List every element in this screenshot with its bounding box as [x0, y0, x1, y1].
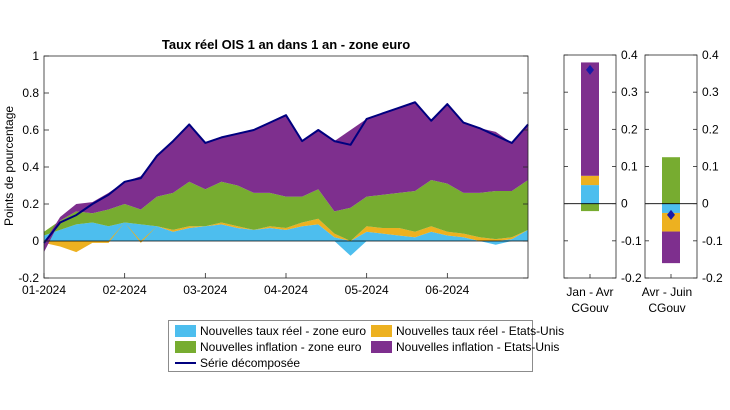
x-tick-label: 01-2024: [22, 283, 66, 297]
series-line-serie-decomposee: [43, 101, 529, 244]
total-diamond-marker: [586, 64, 594, 75]
panel-2-sublabel: CGouv: [648, 301, 685, 315]
y-tick-label: 0.2: [702, 122, 719, 136]
y-tick-label: 0: [621, 197, 628, 211]
panel-avr-juin: -0.2 -0.1 0 0.1 0.2 0.3 0.4: [644, 48, 723, 285]
panel-1-sublabel: CGouv: [571, 301, 608, 315]
y-tick-label: -0.2: [702, 271, 723, 285]
legend-line-serie-decomposee: [175, 362, 196, 364]
legend-label: Nouvelles taux réel - Etats-Unis: [396, 324, 565, 338]
legend-label: Nouvelles taux réel - zone euro: [200, 324, 367, 338]
bar-segment-nouvelles-inflation-zone-euro: [662, 157, 680, 204]
main-axes: -0.2 0 0.2 0.4 0.6 0.8 1 01-2024 02-2024 03-2024 0…: [18, 49, 529, 297]
area-nouvelles-inflation-etats-unis: [44, 102, 528, 253]
bar-segment-nouvelles-taux-r-el-etats-unis: [662, 212, 680, 232]
y-tick-label: 0.4: [22, 160, 39, 174]
bar-segment-nouvelles-inflation-etats-unis: [662, 231, 680, 264]
y-tick-label: 0.2: [621, 122, 638, 136]
x-tick-label: 02-2024: [103, 283, 147, 297]
y-tick-label: 0.3: [702, 85, 719, 99]
x-tick-label: 04-2024: [264, 283, 308, 297]
main-area-series: [44, 102, 528, 256]
y-tick-label: -0.1: [702, 234, 723, 248]
legend: Nouvelles taux réel - zone euro Nouvelle…: [168, 320, 564, 372]
legend-label: Nouvelles inflation - zone euro: [200, 340, 362, 354]
x-tick-label: 05-2024: [345, 283, 389, 297]
total-diamond-marker: [667, 209, 675, 220]
bar-segment-nouvelles-inflation-zone-euro: [581, 203, 599, 212]
y-tick-label: 0: [702, 197, 709, 211]
legend-swatch-taux-reel-etats-unis: [371, 325, 392, 337]
x-tick-label: 06-2024: [425, 283, 469, 297]
legend-swatch-inflation-etats-unis: [371, 341, 392, 353]
y-tick-label: -0.2: [18, 271, 39, 285]
y-tick-label: -0.2: [621, 271, 642, 285]
panel-2-xlabel: Avr - Juin: [642, 285, 692, 299]
y-tick-label: 0: [32, 234, 39, 248]
bar-segment-nouvelles-taux-r-el-zone-euro: [662, 203, 680, 213]
main-decomposed-line: [43, 101, 529, 244]
y-tick-label: 0.4: [621, 48, 638, 62]
chart-title: Taux réel OIS 1 an dans 1 an - zone euro: [162, 37, 410, 52]
legend-label: Nouvelles inflation - Etats-Unis: [396, 340, 560, 354]
bar-segment-nouvelles-taux-r-el-etats-unis: [581, 175, 599, 186]
y-tick-label: -0.1: [621, 234, 642, 248]
y-tick-label: 0.8: [22, 86, 39, 100]
y-tick-label: 0.2: [22, 197, 39, 211]
x-tick-label: 03-2024: [183, 283, 227, 297]
bar-segment-nouvelles-inflation-etats-unis: [581, 62, 599, 176]
panel-1-xlabel: Jan - Avr: [566, 285, 613, 299]
y-tick-label: 0.4: [702, 48, 719, 62]
y-axis-label: Points de pourcentage: [2, 106, 16, 226]
bar-segment-nouvelles-taux-r-el-zone-euro: [581, 185, 599, 204]
area-nouvelles-inflation-zone-euro: [44, 179, 528, 241]
panel-jan-avr: -0.2 -0.1 0 0.1 0.2 0.3 0.4: [563, 48, 642, 285]
y-tick-label: 0.3: [621, 85, 638, 99]
area-nouvelles-taux-r-el-zone-euro: [44, 222, 528, 256]
legend-label: Série décomposée: [200, 356, 301, 370]
legend-swatch-inflation-zone-euro: [175, 341, 196, 353]
legend-swatch-taux-reel-zone-euro: [175, 325, 196, 337]
y-tick-label: 0.1: [702, 160, 719, 174]
y-tick-label: 0.6: [22, 123, 39, 137]
y-tick-label: 1: [32, 49, 39, 63]
y-tick-label: 0.1: [621, 160, 638, 174]
